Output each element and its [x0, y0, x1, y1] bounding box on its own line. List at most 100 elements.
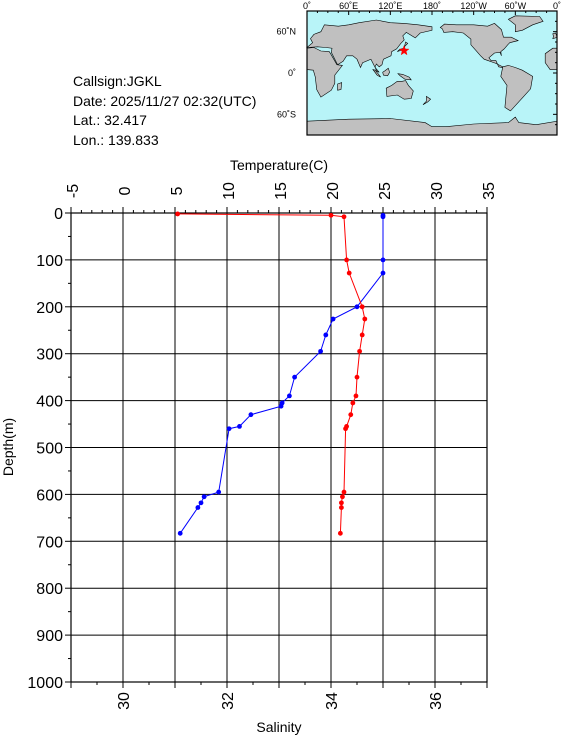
- station-info: Callsign:JGKL Date: 2025/11/27 02:32(UTC…: [73, 72, 256, 150]
- salinity-data-point: [359, 304, 365, 310]
- temperature-profile-line: [179, 215, 384, 534]
- temperature-tick-label: 30: [429, 182, 446, 200]
- depth-tick-label: 500: [36, 441, 63, 458]
- island-new-zealand: [422, 95, 432, 105]
- salinity-data-point: [341, 489, 347, 495]
- salinity-data-point: [357, 348, 362, 354]
- continent-greenland: [507, 15, 544, 33]
- map-latitude-label: 60˚S: [277, 109, 296, 119]
- island-madagascar: [337, 82, 343, 91]
- temperature-data-point: [201, 494, 207, 500]
- map-longitude-label: 120˚W: [460, 1, 487, 11]
- map-latitude-label: 0˚: [288, 68, 296, 78]
- chart-series: [175, 211, 386, 536]
- salinity-data-point: [350, 400, 356, 406]
- temperature-data-point: [177, 530, 183, 536]
- temperature-data-point: [287, 393, 292, 399]
- callsign-label: Callsign:JGKL: [73, 73, 162, 89]
- depth-tick-label: 700: [36, 534, 63, 551]
- salinity-data-point: [343, 426, 348, 432]
- continent-north-america: [439, 23, 519, 68]
- salinity-data-point: [175, 211, 181, 217]
- temperature-tick-label: 15: [273, 182, 290, 200]
- depth-tick-label: 100: [36, 253, 63, 270]
- salinity-data-point: [337, 530, 343, 536]
- salinity-axis-title: Salinity: [256, 719, 301, 735]
- salinity-data-point: [340, 494, 345, 500]
- salinity-data-point: [339, 500, 344, 506]
- depth-tick-label: 800: [36, 581, 63, 598]
- continent-south-america: [500, 65, 534, 112]
- temperature-tick-label: -5: [65, 184, 82, 198]
- salinity-tick-label: 30: [116, 692, 133, 710]
- depth-tick-label: 0: [54, 206, 63, 223]
- date-label: Date: 2025/11/27 02:32(UTC): [73, 92, 257, 109]
- temperature-data-point: [323, 332, 329, 338]
- map-longitude-label: 0˚: [303, 1, 311, 11]
- salinity-data-point: [354, 374, 360, 380]
- depth-tick-label: 600: [36, 487, 63, 504]
- depth-tick-label: 1000: [27, 675, 63, 692]
- temperature-data-point: [248, 412, 254, 418]
- salinity-profile-line: [177, 213, 366, 534]
- temperature-tick-label: 10: [221, 182, 238, 200]
- station-marker-star: [398, 44, 410, 56]
- temperature-data-point: [216, 489, 222, 495]
- salinity-tick-label: 34: [324, 692, 341, 710]
- map-longitude-label: 60˚W: [505, 1, 527, 11]
- map-longitude-label: 60˚E: [339, 1, 358, 11]
- salinity-data-point: [348, 412, 354, 418]
- continent-australia: [385, 80, 414, 100]
- temperature-data-point: [380, 257, 386, 263]
- temperature-data-point: [380, 270, 386, 276]
- map-longitude-label: 120˚E: [378, 1, 402, 11]
- salinity-tick-label: 36: [428, 692, 445, 710]
- temperature-data-point: [292, 374, 297, 380]
- depth-tick-label: 900: [36, 628, 63, 645]
- temperature-tick-labels: -5 0 5 10 15 20 25 30 35: [65, 182, 498, 200]
- continent-africa: [306, 47, 343, 98]
- continent-eurasia: [306, 19, 433, 73]
- salinity-data-point: [341, 214, 347, 220]
- island-borneo: [382, 67, 390, 77]
- station-star: [398, 44, 410, 56]
- salinity-data-point: [362, 316, 368, 322]
- salinity-data-point: [328, 212, 334, 218]
- depth-tick-label: 200: [36, 300, 63, 317]
- temperature-data-point: [318, 348, 323, 354]
- temperature-data-point: [278, 403, 284, 409]
- temperature-tick-label: 25: [377, 182, 394, 200]
- location-map: 0˚ 60˚E 120˚E 180˚ 120˚W 60˚W 0˚ 60˚N 0˚ 60˚S: [276, 1, 561, 136]
- map-frame: [306, 10, 558, 136]
- salinity-tick-label: 32: [220, 692, 237, 710]
- depth-tick-label: 400: [36, 394, 63, 411]
- map-longitude-labels: 0˚ 60˚E 120˚E 180˚ 120˚W 60˚W 0˚: [303, 1, 561, 11]
- temperature-tick-label: 20: [325, 182, 342, 200]
- temperature-data-point: [330, 316, 336, 322]
- salinity-data-point: [339, 505, 344, 510]
- island-britain: [552, 32, 558, 40]
- plot-frame: [70, 212, 488, 683]
- salinity-tick-labels: 30 32 34 36: [116, 692, 445, 710]
- map-latitude-label: 60˚N: [276, 27, 296, 37]
- map-latitude-labels: 60˚N 0˚ 60˚S: [276, 27, 296, 120]
- depth-axis-title: Depth(m): [0, 418, 16, 476]
- temperature-data-point: [198, 500, 204, 506]
- temperature-data-point: [226, 426, 232, 432]
- island-sumatra: [372, 69, 381, 78]
- temperature-data-point: [237, 423, 242, 429]
- temperature-data-point: [380, 214, 386, 220]
- map-longitude-label: 0˚: [553, 1, 561, 11]
- temperature-axis-title: Temperature(C): [230, 157, 328, 173]
- temperature-tick-label: 5: [169, 186, 186, 195]
- salinity-data-point: [346, 270, 352, 276]
- latitude-label: Lat.: 32.417: [73, 112, 147, 128]
- salinity-data-point: [353, 393, 359, 399]
- depth-tick-label: 300: [36, 347, 63, 364]
- map-longitude-label: 180˚: [423, 1, 441, 11]
- salinity-data-point: [344, 257, 349, 263]
- island-new-guinea: [397, 73, 412, 81]
- salinity-data-point: [359, 332, 365, 338]
- temperature-tick-label: 0: [117, 186, 134, 195]
